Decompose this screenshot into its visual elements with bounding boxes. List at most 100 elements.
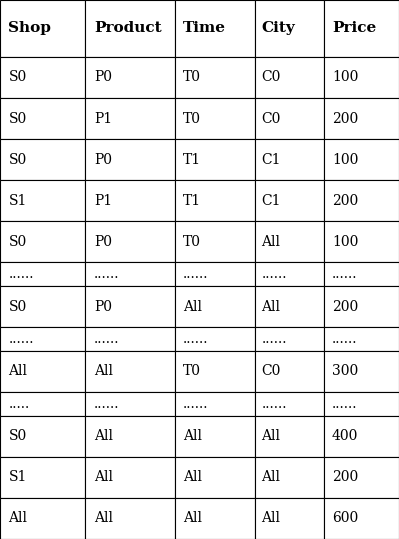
Bar — [255, 392, 324, 416]
Bar — [255, 262, 324, 286]
Text: ......: ...... — [94, 397, 119, 411]
Text: S0: S0 — [8, 112, 27, 126]
Text: C0: C0 — [261, 112, 281, 126]
Bar — [255, 180, 324, 222]
Text: ......: ...... — [183, 397, 208, 411]
Bar — [0, 351, 85, 392]
Text: All: All — [183, 429, 202, 443]
Text: S0: S0 — [8, 71, 27, 85]
Text: 200: 200 — [332, 194, 358, 208]
Bar — [175, 498, 255, 539]
Text: P1: P1 — [94, 112, 112, 126]
Text: 400: 400 — [332, 429, 358, 443]
Bar — [85, 327, 175, 351]
Text: ......: ...... — [332, 267, 358, 281]
Text: T0: T0 — [183, 71, 201, 85]
Bar — [324, 416, 399, 457]
Text: T1: T1 — [183, 194, 201, 208]
Bar — [175, 457, 255, 498]
Text: C0: C0 — [261, 71, 281, 85]
Bar — [0, 98, 85, 139]
Text: All: All — [261, 471, 280, 485]
Bar — [0, 0, 85, 57]
Bar — [85, 0, 175, 57]
Text: .....: ..... — [8, 397, 30, 411]
Bar — [175, 0, 255, 57]
Text: 100: 100 — [332, 235, 358, 249]
Bar — [85, 222, 175, 262]
Bar — [0, 416, 85, 457]
Bar — [0, 327, 85, 351]
Bar — [0, 457, 85, 498]
Bar — [85, 139, 175, 180]
Text: P1: P1 — [94, 194, 112, 208]
Text: T0: T0 — [183, 235, 201, 249]
Text: ......: ...... — [94, 267, 119, 281]
Text: C0: C0 — [261, 364, 281, 378]
Text: All: All — [261, 300, 280, 314]
Bar — [175, 98, 255, 139]
Text: All: All — [94, 364, 113, 378]
Text: P0: P0 — [94, 71, 112, 85]
Text: C1: C1 — [261, 153, 281, 167]
Text: All: All — [261, 235, 280, 249]
Bar — [175, 262, 255, 286]
Text: ......: ...... — [332, 332, 358, 346]
Text: All: All — [183, 300, 202, 314]
Text: ......: ...... — [8, 267, 34, 281]
Bar — [0, 286, 85, 327]
Text: All: All — [94, 429, 113, 443]
Text: T0: T0 — [183, 112, 201, 126]
Bar — [255, 222, 324, 262]
Text: ......: ...... — [183, 267, 208, 281]
Bar — [255, 57, 324, 98]
Text: 200: 200 — [332, 112, 358, 126]
Text: 100: 100 — [332, 153, 358, 167]
Text: All: All — [183, 512, 202, 526]
Text: All: All — [94, 471, 113, 485]
Text: 300: 300 — [332, 364, 358, 378]
Text: 600: 600 — [332, 512, 358, 526]
Text: S0: S0 — [8, 235, 27, 249]
Bar — [175, 286, 255, 327]
Text: S1: S1 — [8, 194, 27, 208]
Text: Price: Price — [332, 22, 376, 36]
Bar — [175, 57, 255, 98]
Bar — [324, 327, 399, 351]
Text: Shop: Shop — [8, 22, 51, 36]
Text: 100: 100 — [332, 71, 358, 85]
Bar — [0, 392, 85, 416]
Bar — [324, 98, 399, 139]
Bar — [175, 416, 255, 457]
Text: ......: ...... — [183, 332, 208, 346]
Text: 200: 200 — [332, 300, 358, 314]
Bar — [85, 457, 175, 498]
Bar — [85, 351, 175, 392]
Bar — [255, 498, 324, 539]
Bar — [85, 57, 175, 98]
Text: P0: P0 — [94, 300, 112, 314]
Text: P0: P0 — [94, 235, 112, 249]
Bar — [255, 351, 324, 392]
Text: All: All — [8, 364, 28, 378]
Bar — [324, 262, 399, 286]
Bar — [324, 351, 399, 392]
Bar — [255, 286, 324, 327]
Text: All: All — [261, 429, 280, 443]
Bar — [324, 57, 399, 98]
Bar — [0, 180, 85, 222]
Text: 200: 200 — [332, 471, 358, 485]
Bar — [175, 351, 255, 392]
Bar — [175, 222, 255, 262]
Bar — [255, 416, 324, 457]
Bar — [175, 180, 255, 222]
Bar — [255, 457, 324, 498]
Bar — [85, 498, 175, 539]
Text: S0: S0 — [8, 153, 27, 167]
Bar — [175, 327, 255, 351]
Text: All: All — [261, 512, 280, 526]
Bar — [324, 222, 399, 262]
Text: ......: ...... — [261, 267, 287, 281]
Bar — [324, 457, 399, 498]
Bar — [175, 139, 255, 180]
